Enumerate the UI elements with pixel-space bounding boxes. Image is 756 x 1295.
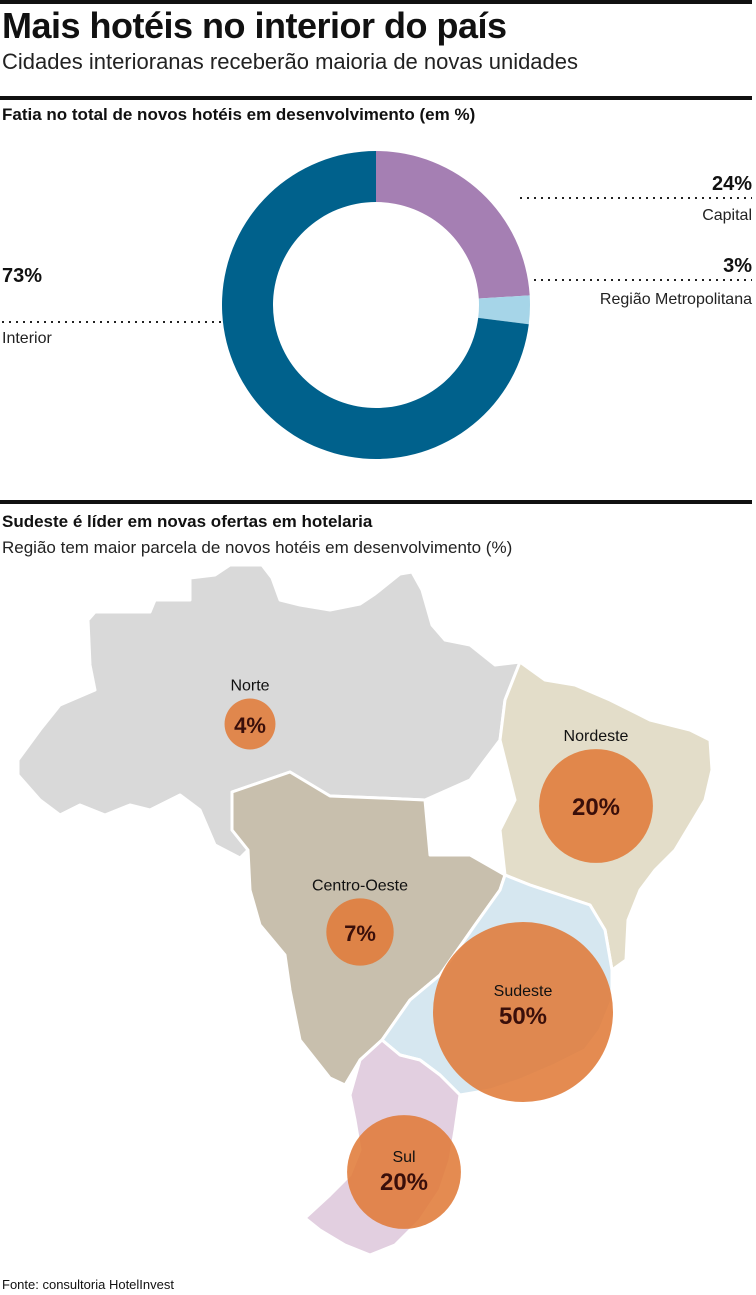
source-note: Fonte: consultoria HotelInvest bbox=[2, 1277, 174, 1292]
bubble-sudeste bbox=[433, 922, 613, 1102]
region-value-norte: 4% bbox=[234, 713, 266, 738]
donut-section-rule bbox=[0, 96, 752, 100]
top-rule bbox=[0, 0, 752, 4]
interior-label: Interior bbox=[2, 330, 52, 347]
capital-label: Capital bbox=[702, 207, 752, 224]
region-label-sul: Sul bbox=[392, 1149, 415, 1166]
region-label-sudeste: Sudeste bbox=[494, 983, 553, 1000]
map-section-rule bbox=[0, 500, 752, 504]
region-value-centro-oeste: 7% bbox=[344, 921, 376, 946]
bubble-nordeste bbox=[539, 749, 653, 863]
capital-value-label: 24% bbox=[712, 173, 752, 195]
donut-chart-title: Fatia no total de novos hotéis em desenv… bbox=[2, 105, 476, 124]
donut-slice-capital bbox=[376, 151, 530, 299]
regiao-metropolitana-label: Região Metropolitana bbox=[600, 291, 752, 308]
map-chart-subtitle: Região tem maior parcela de novos hotéis… bbox=[2, 538, 513, 557]
map-chart-title: Sudeste é líder em novas ofertas em hote… bbox=[2, 512, 373, 531]
region-value-sul: 20% bbox=[380, 1169, 428, 1196]
bubble-sul bbox=[347, 1115, 461, 1229]
donut-chart bbox=[221, 151, 530, 460]
bubble-centro-oeste bbox=[326, 898, 394, 966]
donut-slice-regi-o-metropolitana bbox=[478, 295, 530, 325]
bubble-norte bbox=[224, 698, 276, 750]
page-title: Mais hotéis no interior do país bbox=[2, 5, 507, 46]
interior-value-label: 73% bbox=[2, 265, 42, 287]
donut-slice-interior bbox=[221, 151, 529, 460]
regiao-metropolitana-value-label: 3% bbox=[723, 255, 752, 277]
region-label-norte: Norte bbox=[230, 678, 269, 695]
bubble-layer: Norte 4% Nordeste 20% Centro-Oeste 7% Sudeste 5… bbox=[224, 678, 653, 1229]
region-value-nordeste: 20% bbox=[572, 794, 620, 821]
region-label-centro-oeste: Centro-Oeste bbox=[312, 877, 408, 894]
region-value-sudeste: 50% bbox=[499, 1003, 547, 1030]
page-subtitle: Cidades interioranas receberão maioria d… bbox=[2, 49, 579, 74]
region-label-nordeste: Nordeste bbox=[564, 728, 629, 745]
